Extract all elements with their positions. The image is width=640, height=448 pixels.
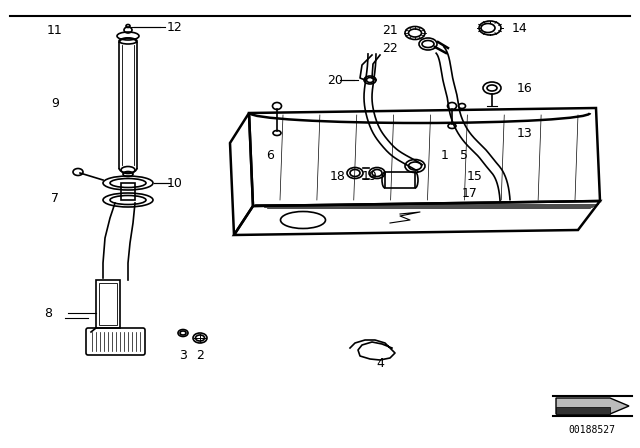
Text: 13: 13 <box>517 126 533 139</box>
Text: 5: 5 <box>460 148 468 161</box>
Text: 15: 15 <box>467 169 483 182</box>
Text: 1: 1 <box>441 148 449 161</box>
Text: 18: 18 <box>330 169 346 182</box>
Text: 2: 2 <box>196 349 204 362</box>
Text: 17: 17 <box>462 186 478 199</box>
Text: 14: 14 <box>512 22 528 34</box>
Text: 12: 12 <box>167 21 183 34</box>
Text: 20: 20 <box>327 73 343 86</box>
Text: 00188527: 00188527 <box>568 425 616 435</box>
Bar <box>96 280 120 328</box>
Text: 3: 3 <box>179 349 187 362</box>
Text: 4: 4 <box>376 357 384 370</box>
Bar <box>99 283 117 325</box>
Text: 10: 10 <box>167 177 183 190</box>
Text: 19: 19 <box>362 169 378 182</box>
Text: 9: 9 <box>51 96 59 109</box>
Bar <box>385 172 415 188</box>
Text: 8: 8 <box>44 306 52 319</box>
Text: 6: 6 <box>266 148 274 161</box>
Bar <box>556 407 610 414</box>
Bar <box>121 183 135 200</box>
Text: 7: 7 <box>51 191 59 204</box>
Text: 16: 16 <box>517 82 533 95</box>
Polygon shape <box>556 398 629 414</box>
Text: 11: 11 <box>47 23 63 36</box>
Text: 22: 22 <box>382 42 398 55</box>
Text: 21: 21 <box>382 23 398 36</box>
